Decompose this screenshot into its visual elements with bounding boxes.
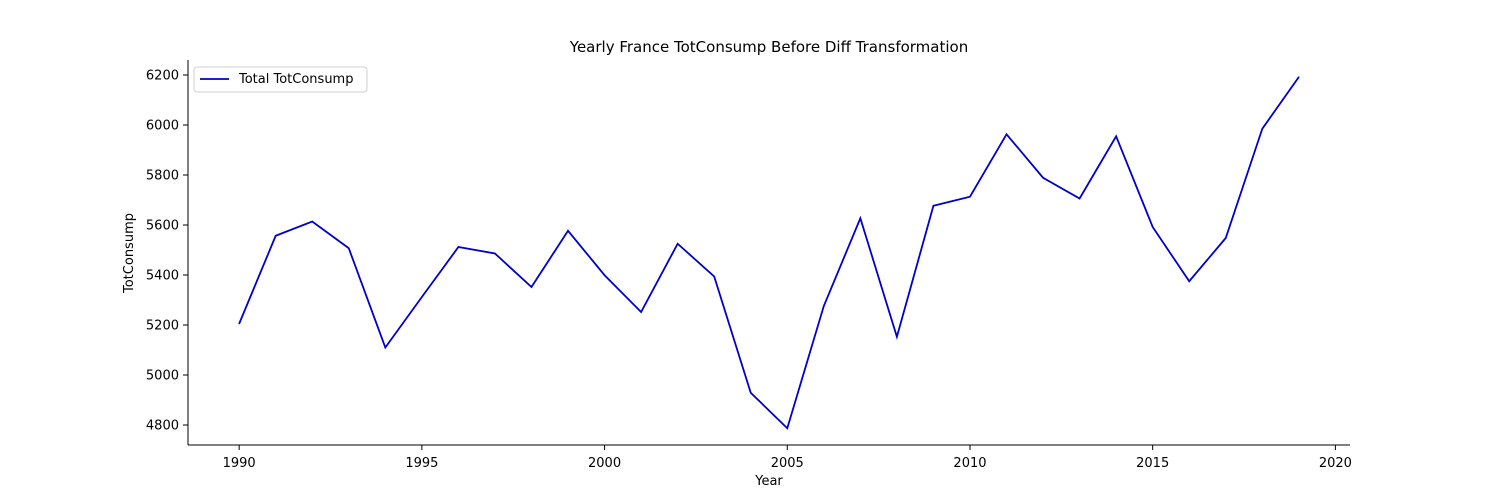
data-point bbox=[1152, 226, 1154, 228]
y-tick-label: 5800 bbox=[146, 169, 179, 184]
legend-label: Total TotConsump bbox=[238, 72, 353, 87]
data-point bbox=[1078, 197, 1081, 200]
y-axis-ticks: 4800 5000 5200 5400 5600 5800 6000 6200 bbox=[146, 69, 188, 434]
x-tick-label: 2015 bbox=[1136, 456, 1169, 471]
data-point bbox=[348, 247, 350, 249]
data-point bbox=[859, 217, 861, 219]
y-tick-label: 5600 bbox=[146, 219, 179, 234]
data-point bbox=[1225, 237, 1227, 239]
y-tick-label: 5200 bbox=[146, 319, 179, 334]
legend: Total TotConsump bbox=[193, 66, 368, 93]
data-point bbox=[530, 286, 533, 288]
y-tick-label: 5000 bbox=[146, 369, 179, 384]
x-tick-label: 2020 bbox=[1319, 456, 1352, 471]
x-tick-label: 1990 bbox=[223, 456, 256, 471]
data-point bbox=[640, 311, 642, 313]
data-point bbox=[932, 205, 935, 207]
x-tick-label: 2010 bbox=[953, 456, 986, 471]
data-point bbox=[677, 243, 679, 245]
legend-box bbox=[193, 66, 368, 93]
data-point bbox=[238, 323, 240, 325]
series-layer bbox=[238, 76, 1300, 430]
data-point bbox=[1188, 280, 1190, 282]
data-point bbox=[969, 196, 971, 198]
data-point bbox=[457, 246, 460, 248]
data-point bbox=[896, 336, 898, 338]
data-point bbox=[384, 346, 386, 349]
y-tick-label: 6200 bbox=[146, 69, 179, 84]
x-axis-title: Year bbox=[754, 474, 783, 489]
data-point bbox=[750, 392, 752, 394]
data-point bbox=[823, 305, 825, 307]
data-point bbox=[275, 235, 277, 237]
y-tick-label: 4800 bbox=[146, 419, 179, 434]
data-point bbox=[1115, 135, 1117, 137]
series-line bbox=[238, 76, 1300, 430]
chart-title: Yearly France TotConsump Before Diff Tra… bbox=[569, 38, 968, 56]
x-tick-label: 2000 bbox=[588, 456, 621, 471]
data-point bbox=[1005, 133, 1008, 135]
data-point bbox=[1298, 76, 1300, 78]
x-axis-ticks: 1990 1995 2000 2005 2010 2015 2020 bbox=[223, 445, 1352, 471]
data-point bbox=[1042, 177, 1044, 179]
y-tick-label: 5400 bbox=[146, 269, 179, 284]
data-point bbox=[567, 230, 569, 232]
data-point bbox=[494, 252, 496, 255]
data-point bbox=[713, 275, 715, 278]
y-axis-title: TotConsump bbox=[122, 213, 137, 294]
data-point bbox=[311, 220, 313, 223]
axes bbox=[187, 60, 1350, 446]
y-tick-label: 6000 bbox=[146, 119, 179, 134]
x-tick-label: 2005 bbox=[771, 456, 804, 471]
data-point bbox=[421, 296, 423, 298]
x-tick-label: 1995 bbox=[405, 456, 438, 471]
data-point bbox=[603, 274, 606, 276]
data-point bbox=[786, 427, 788, 429]
data-point bbox=[1261, 128, 1263, 130]
